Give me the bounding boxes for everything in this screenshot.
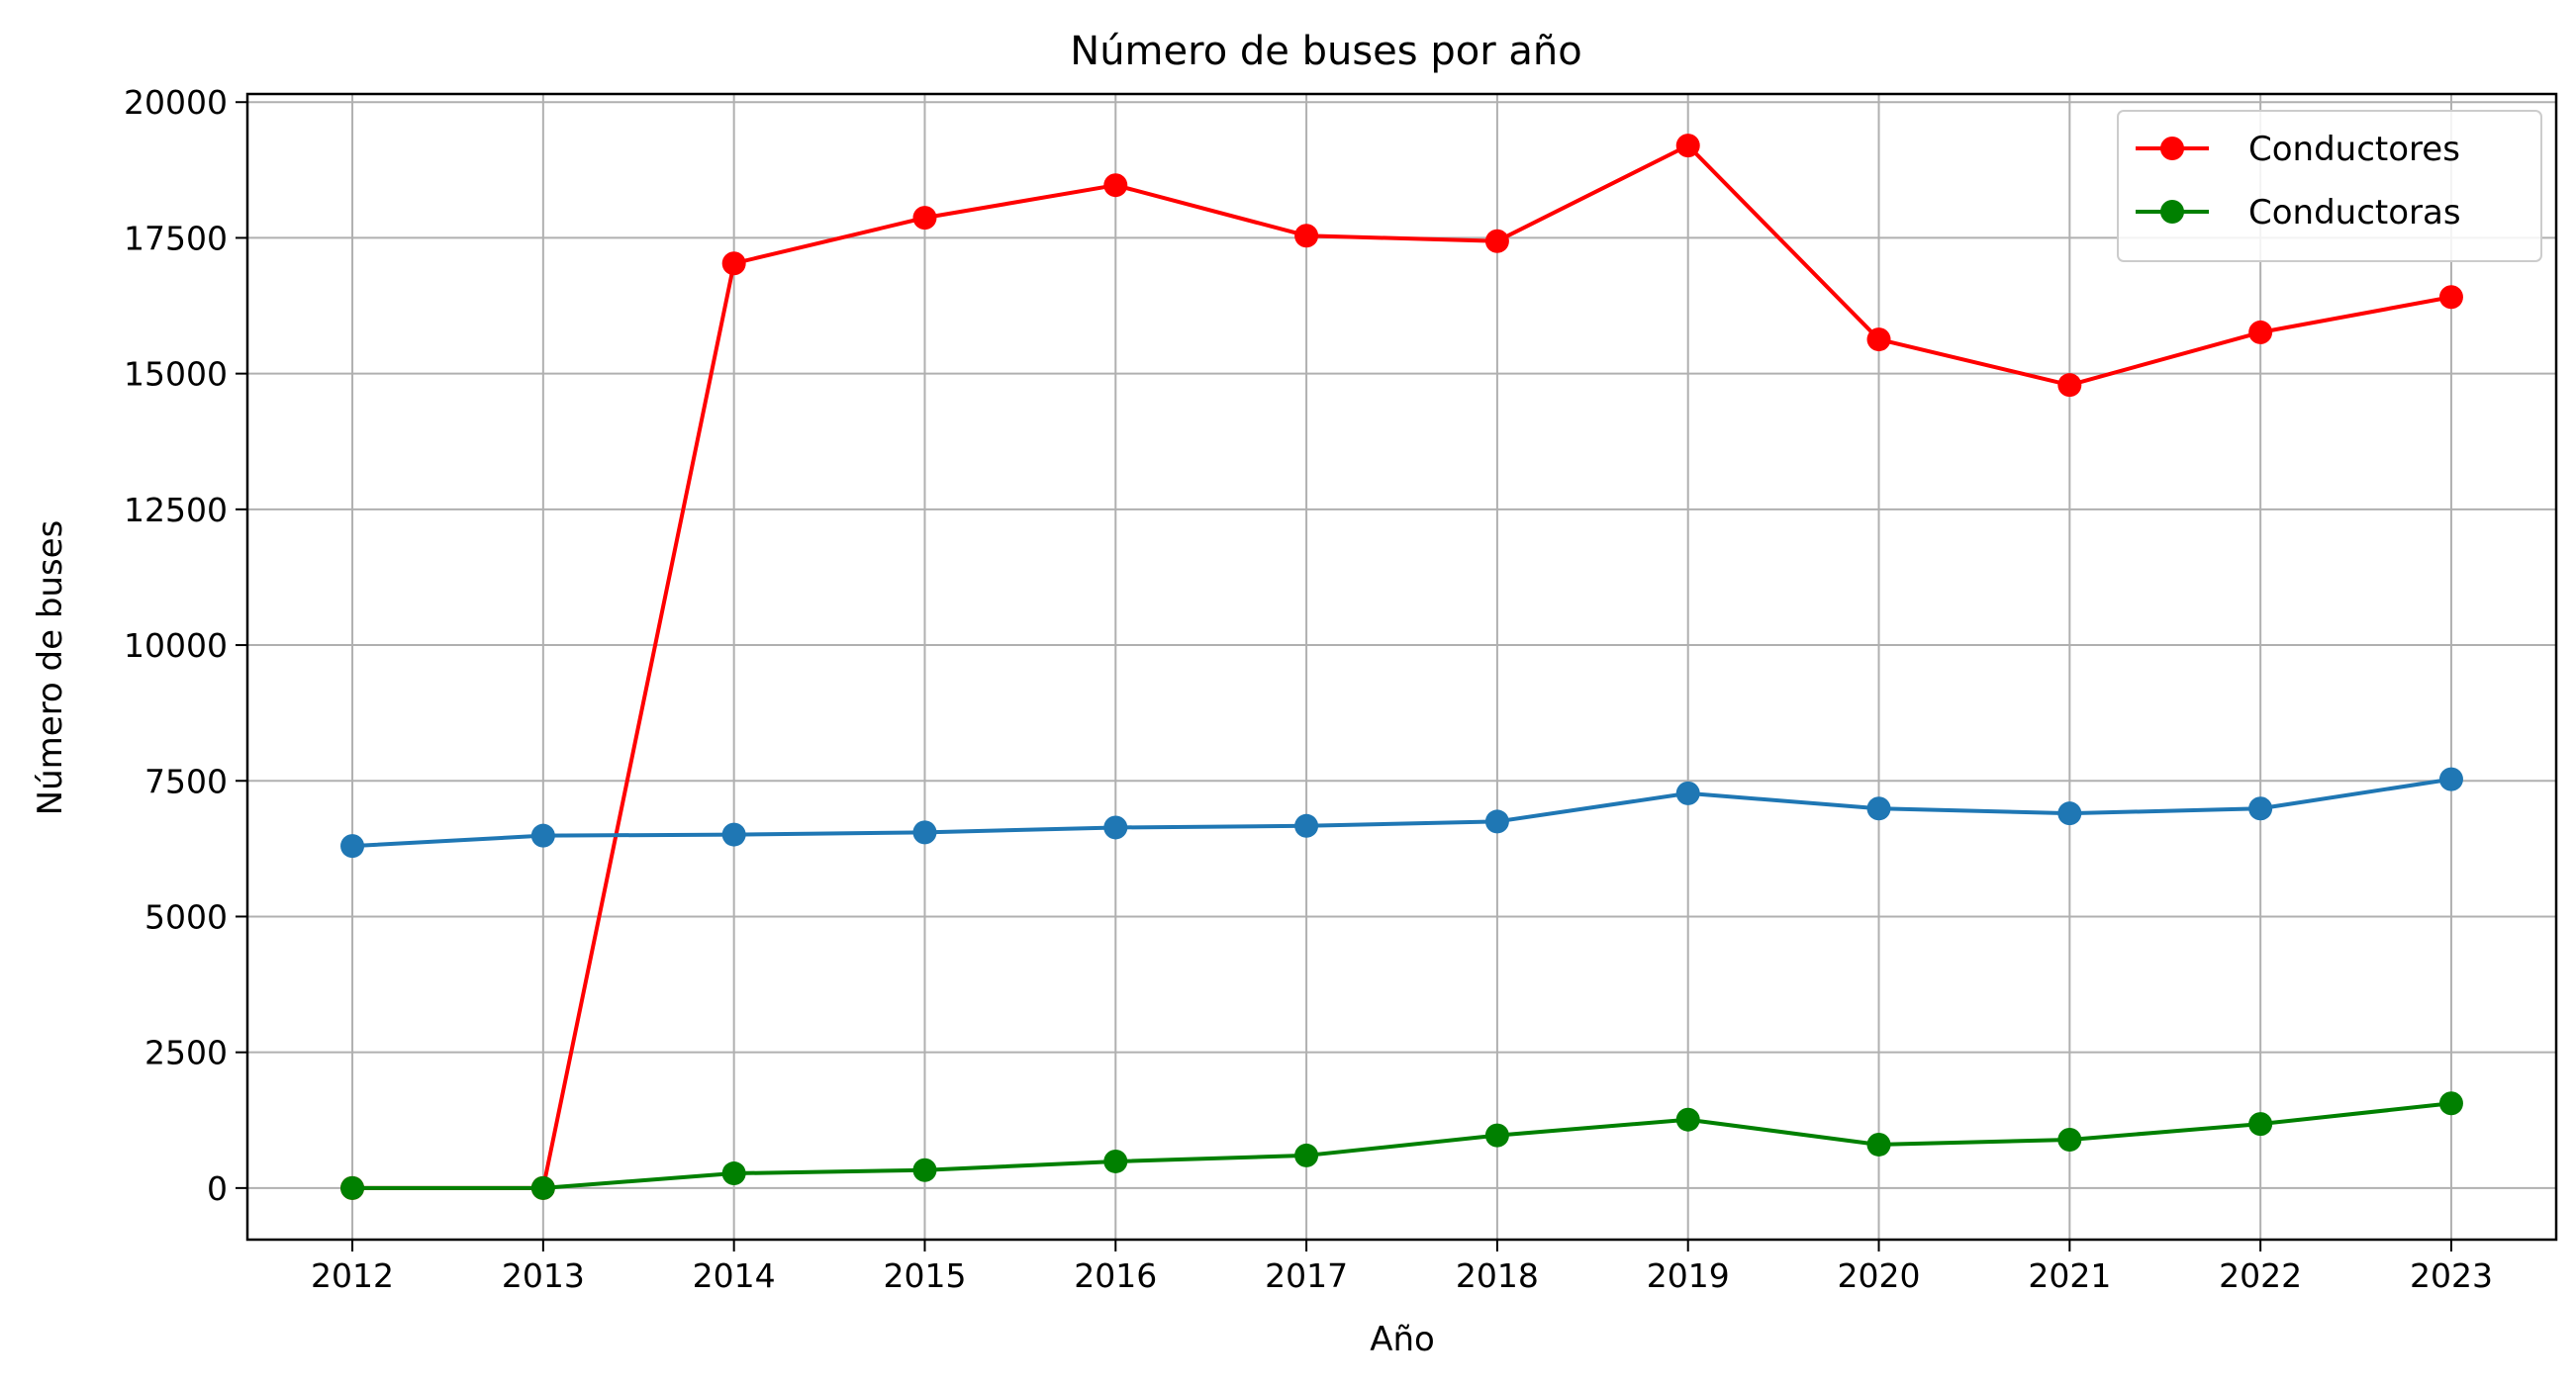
data-point <box>1866 796 1891 821</box>
x-tick-label: 2016 <box>1074 1256 1157 1295</box>
x-axis-label: Año <box>1370 1320 1435 1359</box>
series-unlabeled-2 <box>340 767 2463 859</box>
y-axis-label: Número de buses <box>31 520 70 816</box>
y-tick-label: 17500 <box>124 219 228 257</box>
data-point <box>721 251 746 276</box>
data-point <box>1294 813 1319 838</box>
data-point <box>340 834 365 859</box>
data-point <box>1103 1149 1128 1173</box>
y-tick-label: 5000 <box>144 897 228 936</box>
x-tick-label: 2020 <box>1838 1256 1921 1295</box>
data-point <box>2438 767 2463 791</box>
series-line <box>351 777 2452 849</box>
y-tick-label: 0 <box>207 1169 228 1208</box>
data-point <box>912 820 937 845</box>
legend-entry-label: Conductores <box>2248 130 2460 169</box>
data-point <box>1103 173 1128 198</box>
ticks: 2012 2013 2014 2015 2016 2017 2018 2019 2020 2021… <box>124 83 2493 1295</box>
series-conductoras <box>340 1091 2463 1200</box>
chart-title: Número de buses por año <box>1070 29 1581 74</box>
data-point <box>1675 781 1700 805</box>
data-point <box>1675 134 1700 158</box>
data-point <box>340 1175 365 1200</box>
data-point <box>2248 1112 2273 1137</box>
series-line <box>352 143 2452 1190</box>
legend-entry-label: Conductoras <box>2248 193 2461 232</box>
data-point <box>2248 796 2273 821</box>
x-tick-label: 2012 <box>311 1256 394 1295</box>
x-tick-label: 2018 <box>1456 1256 1539 1295</box>
x-tick-label: 2015 <box>883 1256 966 1295</box>
data-point <box>1484 809 1509 834</box>
y-tick-label: 12500 <box>124 491 228 529</box>
data-point <box>2057 801 2082 826</box>
x-tick-label: 2014 <box>693 1256 776 1295</box>
data-point <box>530 823 555 848</box>
data-point <box>1866 1132 1891 1157</box>
data-point <box>1103 815 1128 840</box>
data-point <box>1294 1143 1319 1167</box>
y-tick-label: 10000 <box>124 626 228 665</box>
data-point <box>2438 285 2463 310</box>
data-point <box>530 1175 555 1200</box>
data-point <box>2057 1128 2082 1153</box>
series-line <box>352 1101 2452 1190</box>
y-tick-label: 20000 <box>124 83 228 122</box>
data-point <box>2248 320 2273 344</box>
data-point <box>912 1158 937 1182</box>
plot-frame <box>245 92 2558 1242</box>
data-point <box>1294 224 1319 248</box>
legend-box <box>2117 110 2542 262</box>
x-tick-label: 2017 <box>1265 1256 1348 1295</box>
series-conductores <box>340 134 2463 1200</box>
y-tick-label: 7500 <box>144 762 228 800</box>
y-tick-label: 15000 <box>124 355 228 394</box>
legend-swatch-marker <box>2160 200 2184 224</box>
data-point <box>912 206 937 231</box>
data-point <box>2057 373 2082 398</box>
data-point <box>1484 1123 1509 1148</box>
data-point <box>721 1161 746 1186</box>
data-point <box>1866 327 1891 352</box>
data-point <box>2438 1091 2463 1116</box>
x-tick-label: 2023 <box>2410 1256 2493 1295</box>
x-tick-label: 2019 <box>1647 1256 1730 1295</box>
x-tick-label: 2022 <box>2219 1256 2302 1295</box>
data-point <box>1484 229 1509 253</box>
series-layer <box>340 134 2463 1200</box>
x-tick-label: 2013 <box>502 1256 585 1295</box>
legend-swatch-marker <box>2160 137 2184 160</box>
data-point <box>1675 1107 1700 1132</box>
legend: Conductores Conductoras <box>2117 110 2542 262</box>
data-point <box>721 822 746 847</box>
y-tick-label: 2500 <box>144 1034 228 1072</box>
x-tick-label: 2021 <box>2028 1256 2111 1295</box>
